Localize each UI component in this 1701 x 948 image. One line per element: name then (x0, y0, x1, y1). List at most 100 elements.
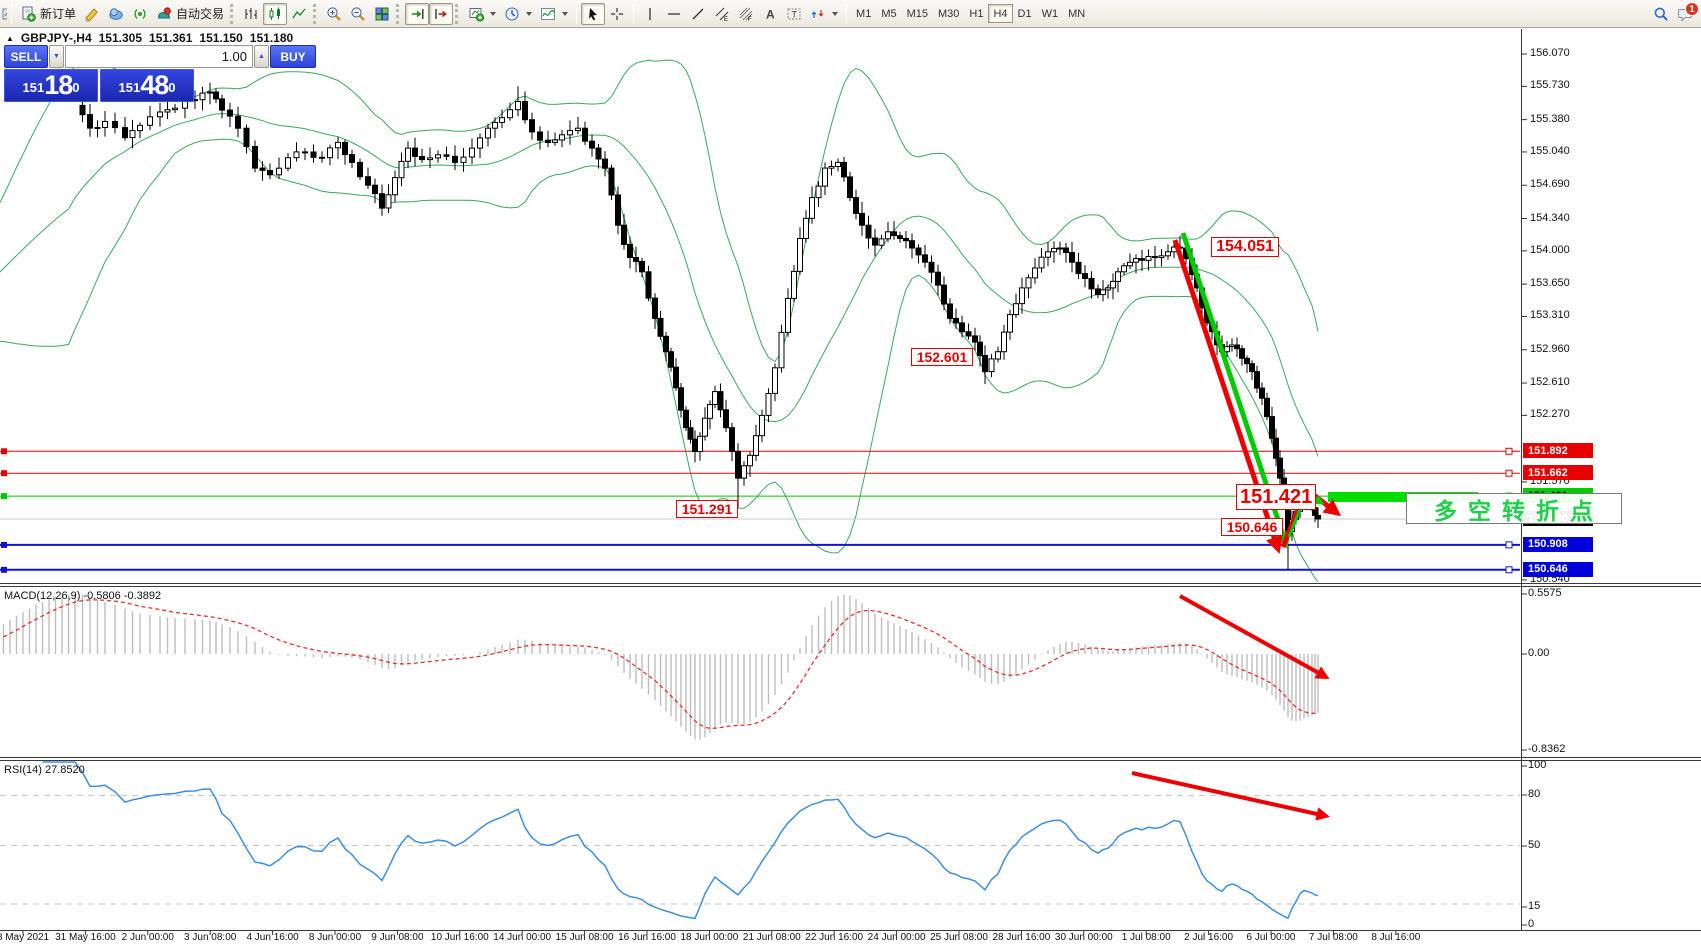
fibonacci-tool-button[interactable]: F (734, 3, 758, 25)
line-chart-button[interactable] (287, 3, 311, 25)
date-axis-label: 25 Jun 08:00 (930, 932, 988, 943)
price-axis-label: 155.380 (1530, 112, 1570, 125)
line-handle[interactable] (1, 541, 7, 548)
candle (582, 127, 588, 142)
new-chart-button[interactable] (464, 3, 500, 25)
text-tool-button[interactable]: A (758, 3, 782, 25)
trendline-tool-button[interactable] (686, 3, 710, 25)
arrows-tool-button[interactable] (806, 3, 842, 25)
text-label-tool-button[interactable]: T (782, 3, 806, 25)
cursor-tool-button[interactable] (581, 2, 606, 25)
autotrade-button[interactable]: 自动交易 (152, 3, 228, 25)
autotrade-label: 自动交易 (176, 7, 225, 21)
timeframe-h1-button[interactable]: H1 (969, 7, 984, 20)
vertical-line-tool-button[interactable] (638, 3, 662, 25)
candle (741, 465, 747, 479)
channel-tool-button[interactable]: E (710, 3, 734, 25)
candlestick-chart-button[interactable] (263, 2, 288, 25)
candle (122, 127, 128, 139)
price-axis-label: 152.610 (1530, 376, 1570, 389)
candle (102, 121, 108, 128)
candle (419, 156, 425, 161)
line-handle[interactable] (1, 448, 7, 455)
line-handle[interactable] (1505, 566, 1513, 574)
line-handle[interactable] (1, 566, 7, 573)
candle (302, 151, 308, 154)
price-axis-label: 156.070 (1530, 47, 1570, 59)
candle (1051, 247, 1057, 253)
volume-decrease-button[interactable]: ▼ (49, 45, 64, 68)
timeframe-m5-button[interactable]: M5 (881, 7, 897, 20)
chart-window-icon[interactable] (0, 6, 7, 22)
line-handle[interactable] (1, 493, 7, 500)
clock-icon (505, 7, 519, 20)
toolbar-separator (633, 3, 635, 24)
chart-shift-button[interactable] (429, 2, 454, 25)
indicators-button[interactable] (536, 3, 572, 25)
timeframe-d1-button[interactable]: D1 (1017, 7, 1032, 20)
volume-input[interactable] (65, 45, 253, 68)
price-annotation-label[interactable]: 151.291 (676, 500, 738, 518)
date-axis-label: 8 May 2021 (0, 932, 50, 943)
autoscroll-button[interactable] (405, 2, 430, 25)
market-watch-button[interactable] (80, 3, 104, 25)
strategy-tester-button[interactable] (128, 3, 152, 25)
line-handle[interactable] (1, 470, 7, 477)
price-tag: 150.908 (1523, 536, 1593, 552)
candle (678, 387, 684, 411)
main-toolbar: 新订单 自动交易 (0, 0, 1701, 28)
candle (172, 107, 178, 111)
candle (633, 257, 639, 262)
candle (1139, 258, 1145, 261)
notifications-button[interactable]: 1 (1677, 2, 1699, 22)
line-handle[interactable] (1505, 447, 1513, 455)
tile-windows-button[interactable] (370, 3, 394, 25)
buy-button[interactable]: BUY (270, 45, 316, 68)
timeframe-m30-button[interactable]: M30 (938, 7, 960, 20)
toolbar-grip (313, 3, 318, 24)
zoom-in-button[interactable] (322, 3, 346, 25)
candle (199, 92, 206, 101)
new-order-button[interactable]: 新订单 (16, 3, 80, 25)
bid-price-box[interactable]: 151 18 0 (4, 69, 98, 102)
timeframe-h4-button[interactable]: H4 (988, 4, 1013, 23)
price-annotation-label[interactable]: 154.051 (1211, 237, 1279, 257)
candle (319, 156, 325, 159)
horizontal-line-tool-button[interactable] (662, 3, 686, 25)
candle (379, 193, 385, 209)
candle (94, 127, 101, 129)
trend-arrow[interactable] (1131, 771, 1330, 821)
support-zone-bar[interactable] (1328, 492, 1478, 502)
zoom-out-button[interactable] (346, 3, 370, 25)
price-annotation-label[interactable]: 150.646 (1221, 518, 1283, 536)
line-handle[interactable] (1505, 469, 1513, 477)
candle (537, 131, 543, 141)
price-annotation-label[interactable]: 151.421 (1236, 484, 1317, 510)
candle (891, 231, 897, 237)
candle (785, 297, 791, 333)
timeframe-w1-button[interactable]: W1 (1041, 7, 1059, 20)
trend-arrow[interactable] (1179, 594, 1330, 679)
bar-chart-button[interactable] (239, 3, 263, 25)
timeframe-mn-button[interactable]: MN (1068, 7, 1086, 20)
candle (615, 194, 621, 226)
candle (477, 137, 483, 149)
candle (392, 177, 398, 196)
timeframe-m1-button[interactable]: M1 (856, 7, 872, 20)
sell-button[interactable]: SELL (4, 45, 48, 68)
timeframe-m15-button[interactable]: M15 (906, 7, 928, 20)
turning-point-annotation[interactable]: 多空转折点 (1406, 493, 1622, 524)
ask-price-box[interactable]: 151 48 0 (100, 69, 194, 102)
candle (835, 161, 841, 167)
search-button[interactable] (1653, 6, 1669, 22)
data-window-button[interactable] (104, 3, 128, 25)
date-axis-label: 30 Jun 00:00 (1054, 932, 1113, 943)
profiles-button[interactable] (500, 3, 536, 25)
candle (1100, 289, 1106, 296)
volume-increase-button[interactable]: ▲ (254, 45, 269, 68)
candle (639, 260, 645, 273)
crosshair-tool-button[interactable] (605, 3, 629, 25)
price-annotation-label[interactable]: 152.601 (911, 348, 973, 366)
line-handle[interactable] (1505, 541, 1513, 549)
